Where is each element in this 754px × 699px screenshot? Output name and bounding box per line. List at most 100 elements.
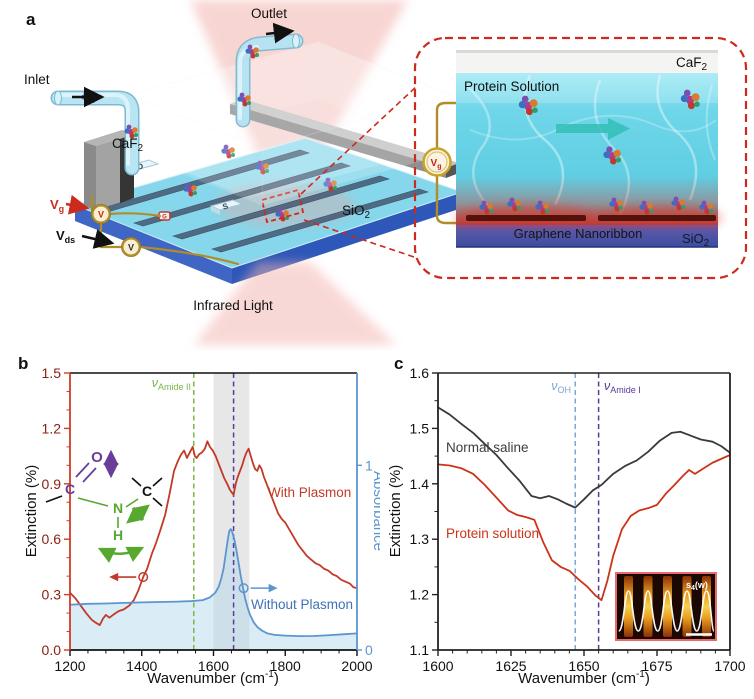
y-tick-label: 0.6 — [42, 531, 62, 547]
infrared-beam-bottom — [194, 262, 396, 345]
x-tick-label: 1650 — [568, 658, 599, 674]
right-tick-label: 0 — [365, 642, 373, 658]
axis-indicator-circle-0 — [138, 572, 149, 583]
nearfield-stripes — [624, 576, 711, 637]
series-curve-0 — [69, 440, 358, 626]
cn-stretch-arrow — [126, 504, 150, 524]
y-tick-label: 1.2 — [42, 420, 62, 436]
flow-arrow-outlet — [265, 22, 295, 44]
graphene-ribbon — [466, 215, 586, 221]
voltmeter-vds: V — [121, 237, 141, 257]
c-x-axis-title: Wavenumber (cm-1) — [518, 669, 650, 687]
x-tick-label: 1600 — [422, 658, 453, 674]
b-right-axis-title: Absorbance — [370, 471, 380, 551]
y-tick-label: 0.3 — [42, 587, 62, 603]
backbar-front — [230, 104, 446, 178]
panel-c-chart: 1600 1625 1650 1675 1700 1.1 1.2 1.3 1.4 1.5 1.6 c… — [387, 354, 746, 687]
chip-surface-sheen — [180, 138, 380, 198]
vg-arrow — [65, 194, 90, 215]
molecule-carbon1: C — [65, 481, 75, 497]
molecule-oxygen: O — [91, 449, 103, 466]
electrode-d-label: D — [136, 161, 144, 171]
axis-indicator-circle-1 — [238, 583, 249, 594]
inset-wiring — [435, 101, 458, 225]
chart-b-plot: 1200 1400 1600 1800 2000 0.0 0.3 0.6 0.9 1.2 1.5 0 1 — [42, 365, 373, 674]
c-y-axis-title: Extinction (%) — [387, 465, 404, 558]
y-tick-label: 1.1 — [410, 642, 430, 658]
panel-b-chart: 1200 1400 1600 1800 20000.00.30.60.91.21.501… — [18, 354, 380, 687]
protein-solution-label: Protein Solution — [464, 79, 559, 94]
chart-c-plot: 1600 1625 1650 1675 1700 1.1 1.2 1.3 1.4 1.5 1.6 — [410, 365, 746, 674]
voltmeter-vds-letter: V — [128, 243, 134, 253]
x-tick-label: 1800 — [270, 658, 301, 674]
nearfield-signal-curve — [617, 590, 715, 632]
inset-sio2-bar — [456, 225, 718, 247]
flow-direction-arrow — [556, 118, 630, 140]
voltmeter-vg: V — [91, 204, 111, 224]
flowcell-glass-back-right — [317, 41, 453, 153]
axis-indicator-arrowhead-1 — [268, 583, 278, 593]
chip-front-face — [232, 192, 462, 284]
inset-voltmeter-vg: Vg — [422, 147, 452, 177]
roi-dashed-rect — [260, 188, 305, 224]
x-tick-label: 1675 — [641, 658, 672, 674]
amide1-line-label: νAmide I — [604, 379, 641, 395]
chip-left-face — [75, 205, 232, 284]
inset-sio2-label: SiO2 — [682, 231, 710, 249]
caf2-label: CaF2 — [112, 136, 144, 154]
sio2-label: SiO2 — [342, 203, 371, 221]
panel-a-letter: a — [26, 10, 36, 29]
vds-arrow — [81, 229, 115, 249]
series-curve-0 — [437, 406, 731, 509]
inset-caf2-strip — [456, 50, 718, 73]
inlet-tube — [50, 86, 140, 176]
b-y-axis-title: Extinction (%) — [23, 465, 40, 558]
panel-b-letter: b — [18, 354, 28, 373]
x-tick-label: 1400 — [126, 658, 157, 674]
y-tick-label: 1.5 — [410, 420, 430, 436]
molecule-nitrogen: N — [113, 500, 123, 516]
nh-bend-arrow — [97, 546, 145, 563]
vg-label: Vg — [50, 197, 64, 214]
right-tick-label: 1 — [365, 457, 373, 473]
gate-label: G — [162, 215, 167, 221]
electrode-source: S — [209, 199, 244, 215]
series-curve-1 — [69, 528, 358, 638]
flowcell-glass-top — [126, 41, 454, 149]
graphene-ribbon-array — [93, 149, 430, 253]
b-x-axis-title: Wavenumber (cm-1) — [147, 669, 279, 687]
series-curve-1 — [437, 454, 731, 602]
inset-caf2-label: CaF2 — [676, 55, 708, 73]
y-tick-label: 1.4 — [410, 476, 430, 492]
graphene-nanoribbon-label: Graphene Nanoribbon — [514, 226, 643, 241]
amide2-line-label: νAmide II — [152, 376, 191, 392]
with-plasmon-label: With Plasmon — [268, 485, 351, 500]
y-tick-label: 1.3 — [410, 531, 430, 547]
protein-solution-label-c: Protein solution — [446, 526, 539, 541]
outlet-label: Outlet — [251, 6, 287, 21]
inlet-label: Inlet — [24, 72, 50, 87]
voh-line-label: νOH — [551, 379, 571, 395]
voltmeter-vg-letter: V — [98, 210, 104, 220]
panel-a-schematic: D S G — [24, 0, 748, 345]
inset-vg-label: Vg — [431, 158, 442, 171]
inset-microview: CaF2 Protein Solution Graphene Nanoribbo… — [455, 50, 722, 249]
nearfield-label: s4(w) — [686, 580, 708, 592]
vds-label: Vds — [56, 228, 75, 245]
y-tick-label: 0.0 — [42, 642, 62, 658]
x-tick-label: 2000 — [341, 658, 372, 674]
normal-saline-label: Normal saline — [446, 440, 529, 455]
outlet-tube — [235, 22, 304, 128]
amide-molecule-diagram: O C N H C — [45, 449, 163, 563]
x-tick-label: 1600 — [198, 658, 229, 674]
x-tick-label: 1200 — [54, 658, 85, 674]
callout-line-top — [300, 85, 418, 195]
without-plasmon-label: Without Plasmon — [251, 597, 353, 612]
nearfield-image-inset: s4(w) — [615, 572, 717, 641]
axis-indicator-arrowhead-0 — [109, 572, 119, 582]
graphene-ribbon — [598, 215, 716, 221]
gate-pad: G — [158, 211, 171, 221]
molecule-carbon2: C — [142, 483, 152, 499]
x-tick-label: 1625 — [495, 658, 526, 674]
